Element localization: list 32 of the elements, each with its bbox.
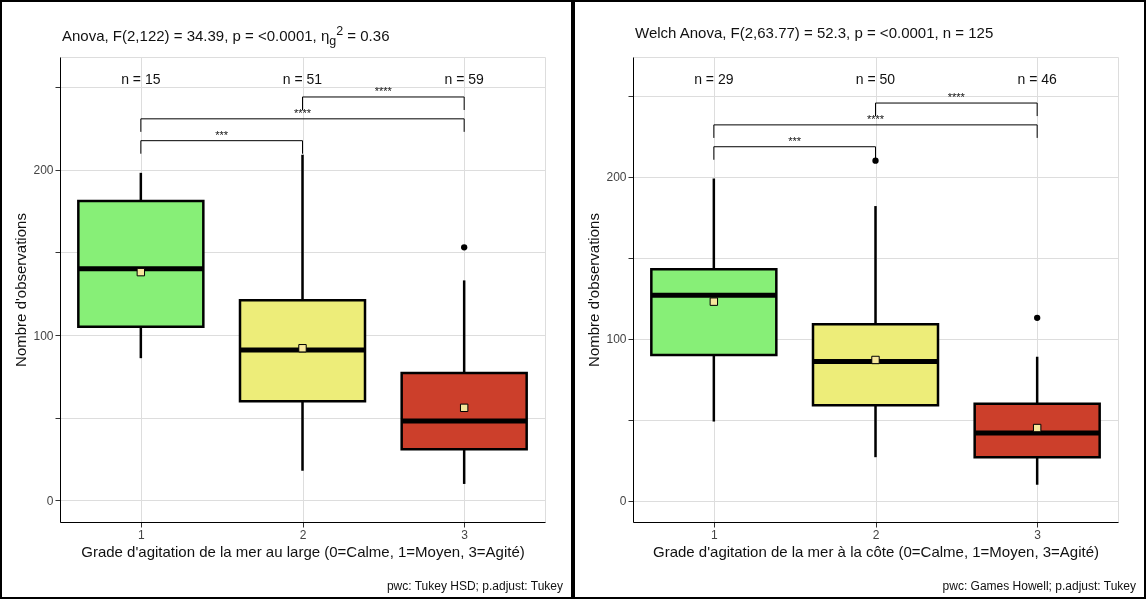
annotation: *** xyxy=(215,128,229,141)
x-tick-label: 2 xyxy=(299,527,307,542)
text: pwc: Tukey HSD; p.adjust: Tukey xyxy=(386,579,563,593)
x-tick-label: 2 xyxy=(872,527,880,542)
annotation: n = 46 xyxy=(1017,71,1058,88)
x-tick-label: 3 xyxy=(1034,527,1042,542)
x-tick-label: 3 xyxy=(461,527,469,542)
chart-title: Welch Anova, F(2,63.77) = 52.3, p = <0.0001, n = 125 xyxy=(635,24,994,41)
y-axis-title: Nombre d'observations xyxy=(12,213,30,367)
annotation: n = 29 xyxy=(694,71,734,88)
annotation: n = 59 xyxy=(444,71,485,88)
annotation: n = 15 xyxy=(121,71,161,88)
y-tick-label: 0 xyxy=(619,494,627,509)
y-tick-label: 0 xyxy=(46,493,54,508)
annotation: **** xyxy=(293,106,312,119)
y-axis-title: Nombre d'observations xyxy=(585,213,603,367)
x-tick-label: 1 xyxy=(710,527,718,542)
x-tick-label: 1 xyxy=(137,527,145,542)
annotation: n = 51 xyxy=(282,71,323,88)
y-tick-label: 100 xyxy=(33,328,54,343)
y-tick-label: 100 xyxy=(606,332,627,347)
annotation: **** xyxy=(947,91,966,104)
x-axis-title: Grade d'agitation de la mer à la côte (0=Calme, 1=Moyen, 3=Agité) xyxy=(652,542,1100,560)
chart-title: Anova, F(2,122) = 34.39, p = <0.0001, η$_{g}$$^{2}$ = 0.36 xyxy=(62,24,390,48)
annotation: *** xyxy=(788,134,802,147)
annotation: n = 50 xyxy=(855,71,896,88)
annotation: **** xyxy=(866,112,885,125)
y-tick-label: 200 xyxy=(33,163,54,178)
text: pwc: Games Howell; p.adjust: Tukey xyxy=(942,579,1136,593)
x-axis-title: Grade d'agitation de la mer au large (0=Calme, 1=Moyen, 3=Agité) xyxy=(81,542,525,560)
y-tick-label: 200 xyxy=(606,170,627,185)
annotation: **** xyxy=(374,84,393,97)
